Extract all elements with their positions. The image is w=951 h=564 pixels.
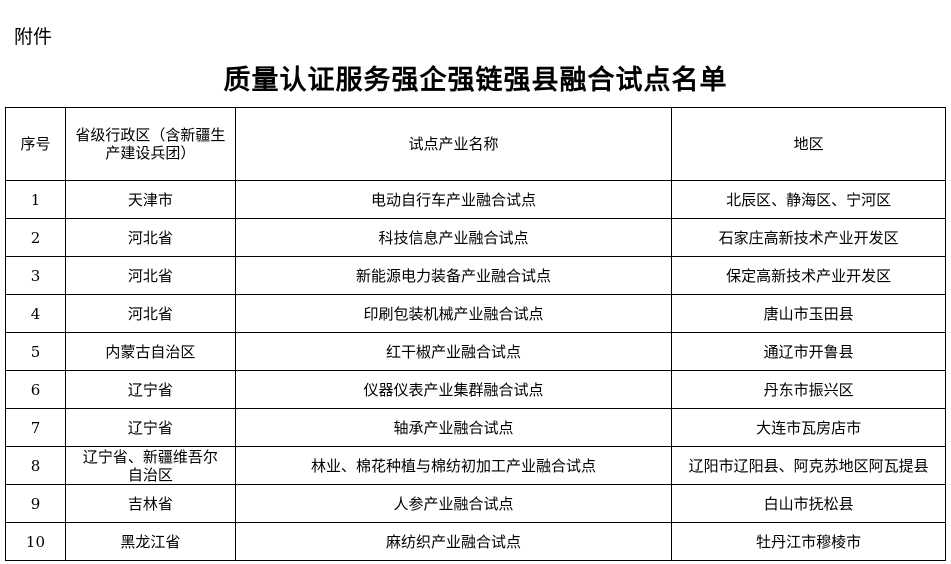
cell-industry: 人参产业融合试点	[234, 484, 673, 523]
table-row: 7 辽宁省 轴承产业融合试点 大连市瓦房店市	[5, 408, 946, 447]
table-row: 10 黑龙江省 麻纺织产业融合试点 牡丹江市穆棱市	[5, 522, 946, 561]
cell-region: 白山市抚松县	[671, 484, 946, 523]
table-row: 4 河北省 印刷包装机械产业融合试点 唐山市玉田县	[5, 294, 946, 333]
pilot-list-table: 序号 省级行政区（含新疆生产建设兵团） 试点产业名称 地区 1 天津市 电动自行车产…	[5, 107, 946, 561]
table-row: 6 辽宁省 仪器仪表产业集群融合试点 丹东市振兴区	[5, 370, 946, 409]
table-row: 1 天津市 电动自行车产业融合试点 北辰区、静海区、宁河区	[5, 180, 946, 219]
cell-industry: 印刷包装机械产业融合试点	[234, 294, 673, 333]
cell-province: 河北省	[64, 294, 236, 333]
cell-region: 北辰区、静海区、宁河区	[671, 180, 946, 219]
header-region: 地区	[671, 107, 946, 181]
table-row: 2 河北省 科技信息产业融合试点 石家庄高新技术产业开发区	[5, 218, 946, 257]
cell-index: 5	[5, 332, 66, 371]
cell-industry: 新能源电力装备产业融合试点	[234, 256, 673, 295]
cell-region: 唐山市玉田县	[671, 294, 946, 333]
cell-index: 10	[5, 522, 66, 561]
header-index: 序号	[5, 107, 66, 181]
cell-province: 河北省	[64, 218, 236, 257]
cell-industry: 科技信息产业融合试点	[234, 218, 673, 257]
attachment-label: 附件	[14, 26, 53, 48]
cell-region: 辽阳市辽阳县、阿克苏地区阿瓦提县	[671, 446, 946, 485]
cell-index: 6	[5, 370, 66, 409]
cell-industry: 林业、棉花种植与棉纺初加工产业融合试点	[234, 446, 673, 485]
cell-region: 牡丹江市穆棱市	[671, 522, 946, 561]
cell-region: 保定高新技术产业开发区	[671, 256, 946, 295]
cell-province: 辽宁省、新疆维吾尔自治区	[64, 446, 236, 485]
cell-province: 黑龙江省	[64, 522, 236, 561]
table-row: 3 河北省 新能源电力装备产业融合试点 保定高新技术产业开发区	[5, 256, 946, 295]
cell-index: 1	[5, 180, 66, 219]
cell-industry: 轴承产业融合试点	[234, 408, 673, 447]
header-province: 省级行政区（含新疆生产建设兵团）	[64, 107, 236, 181]
cell-industry: 仪器仪表产业集群融合试点	[234, 370, 673, 409]
cell-region: 大连市瓦房店市	[671, 408, 946, 447]
cell-industry: 红干椒产业融合试点	[234, 332, 673, 371]
cell-region: 石家庄高新技术产业开发区	[671, 218, 946, 257]
cell-province: 内蒙古自治区	[64, 332, 236, 371]
cell-region: 丹东市振兴区	[671, 370, 946, 409]
cell-index: 2	[5, 218, 66, 257]
cell-province: 辽宁省	[64, 370, 236, 409]
cell-index: 8	[5, 446, 66, 485]
cell-index: 4	[5, 294, 66, 333]
cell-industry: 麻纺织产业融合试点	[234, 522, 673, 561]
document-title: 质量认证服务强企强链强县融合试点名单	[223, 65, 728, 96]
cell-province: 天津市	[64, 180, 236, 219]
table-row: 9 吉林省 人参产业融合试点 白山市抚松县	[5, 484, 946, 523]
cell-industry: 电动自行车产业融合试点	[234, 180, 673, 219]
cell-index: 7	[5, 408, 66, 447]
cell-province: 河北省	[64, 256, 236, 295]
table-row: 5 内蒙古自治区 红干椒产业融合试点 通辽市开鲁县	[5, 332, 946, 371]
cell-index: 3	[5, 256, 66, 295]
cell-region: 通辽市开鲁县	[671, 332, 946, 371]
cell-province: 辽宁省	[64, 408, 236, 447]
table-header-row: 序号 省级行政区（含新疆生产建设兵团） 试点产业名称 地区	[5, 107, 946, 181]
header-industry: 试点产业名称	[234, 107, 673, 181]
table-row: 8 辽宁省、新疆维吾尔自治区 林业、棉花种植与棉纺初加工产业融合试点 辽阳市辽阳县、阿…	[5, 446, 946, 485]
cell-province: 吉林省	[64, 484, 236, 523]
cell-index: 9	[5, 484, 66, 523]
